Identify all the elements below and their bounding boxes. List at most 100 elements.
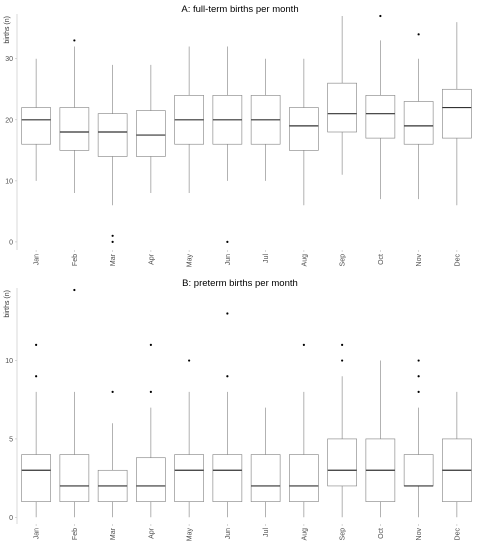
box-may (174, 46, 204, 194)
box-mar (97, 390, 128, 518)
box-iqr (442, 88, 472, 139)
outlier-point (73, 288, 76, 292)
box-iqr (403, 454, 434, 487)
box-dec (442, 391, 472, 518)
box-iqr (97, 113, 128, 157)
box-iqr (327, 438, 357, 487)
box-nov (403, 359, 434, 518)
box-iqr (21, 454, 51, 502)
outlier-point (302, 343, 305, 346)
box-nov (403, 33, 434, 200)
x-tick-label: Nov (416, 254, 423, 267)
box-iqr (365, 95, 396, 139)
outlier-point (149, 390, 152, 393)
box-jul (250, 58, 281, 181)
y-tick-label: 0 (9, 515, 13, 522)
outlier-point (73, 39, 76, 42)
box-iqr (59, 107, 90, 151)
chart-title: B: preterm births per month (182, 278, 298, 289)
outlier-point (417, 375, 420, 378)
box-iqr (136, 457, 166, 502)
box-aug (289, 343, 319, 518)
x-tick-label: Mar (110, 253, 117, 266)
x-tick-label: Nov (416, 528, 423, 541)
panel-b: B: preterm births per month births (n) 0 5 1… (4, 278, 472, 542)
x-tick-label: Feb (72, 254, 79, 266)
x-tick-label: Jun (225, 254, 232, 265)
outlier-point (417, 359, 420, 362)
x-tick-label: Aug (301, 254, 308, 267)
box-sep (327, 343, 357, 518)
x-tick-label: Dec (454, 528, 461, 541)
box-iqr (59, 454, 90, 502)
box-iqr (212, 454, 243, 502)
outlier-point (341, 359, 344, 362)
outlier-point (417, 33, 420, 36)
outlier-point (226, 312, 229, 315)
box-oct (365, 360, 396, 518)
y-axis-label: births (n) (4, 290, 11, 318)
box-iqr (136, 110, 166, 157)
box-oct (365, 14, 396, 200)
y-tick-label: 30 (5, 56, 13, 63)
outlier-point (341, 343, 344, 346)
x-tick-label: Apr (148, 527, 155, 539)
x-tick-label: Mar (110, 527, 117, 540)
x-tick-label: Dec (454, 254, 461, 267)
box-mar (97, 64, 128, 243)
outlier-point (111, 390, 114, 393)
y-tick-label: 5 (9, 436, 13, 443)
x-tick-label: Jan (34, 254, 41, 265)
outlier-point (111, 240, 114, 243)
outlier-point (417, 390, 420, 393)
y-tick-label: 20 (5, 117, 13, 124)
outlier-point (111, 234, 114, 237)
y-axis-label: births (n) (4, 16, 11, 44)
box-feb (59, 288, 90, 518)
outlier-point (35, 375, 38, 378)
outlier-point (35, 343, 38, 346)
box-iqr (174, 454, 204, 502)
box-dec (442, 22, 472, 206)
outlier-point (379, 14, 382, 18)
x-tick-label: Jul (263, 528, 270, 537)
x-tick-label: Jun (225, 528, 232, 539)
x-tick-label: Sep (340, 528, 347, 541)
y-tick-label: 0 (9, 239, 13, 246)
x-tick-label: Oct (378, 528, 385, 539)
box-jan (21, 58, 51, 181)
x-tick-label: Jul (263, 254, 270, 263)
box-jul (250, 407, 281, 518)
x-tick-label: Feb (72, 528, 79, 540)
box-iqr (327, 82, 357, 133)
outlier-point (188, 359, 191, 362)
box-jan (21, 343, 51, 518)
box-jun (212, 46, 243, 243)
x-tick-label: May (187, 528, 194, 542)
panel-a: A: full-term births per month births (n) 0… (4, 4, 472, 268)
box-iqr (289, 107, 319, 151)
x-tick-label: Sep (340, 254, 347, 267)
box-apr (136, 343, 166, 518)
y-tick-label: 10 (5, 358, 13, 365)
x-tick-label: Aug (301, 528, 308, 541)
box-aug (289, 58, 319, 206)
box-sep (327, 16, 357, 175)
chart-title: A: full-term births per month (181, 4, 298, 15)
box-apr (136, 64, 166, 194)
box-iqr (250, 454, 281, 502)
outlier-point (149, 343, 152, 346)
y-tick-label: 10 (5, 178, 13, 185)
x-tick-label: Jan (34, 528, 41, 539)
box-feb (59, 39, 90, 194)
box-iqr (21, 107, 51, 145)
box-jun (212, 312, 243, 518)
x-tick-label: Apr (148, 253, 155, 265)
outlier-point (226, 240, 229, 243)
box-iqr (289, 454, 319, 502)
box-may (174, 359, 204, 518)
x-tick-label: May (187, 254, 194, 268)
box-iqr (403, 101, 434, 145)
